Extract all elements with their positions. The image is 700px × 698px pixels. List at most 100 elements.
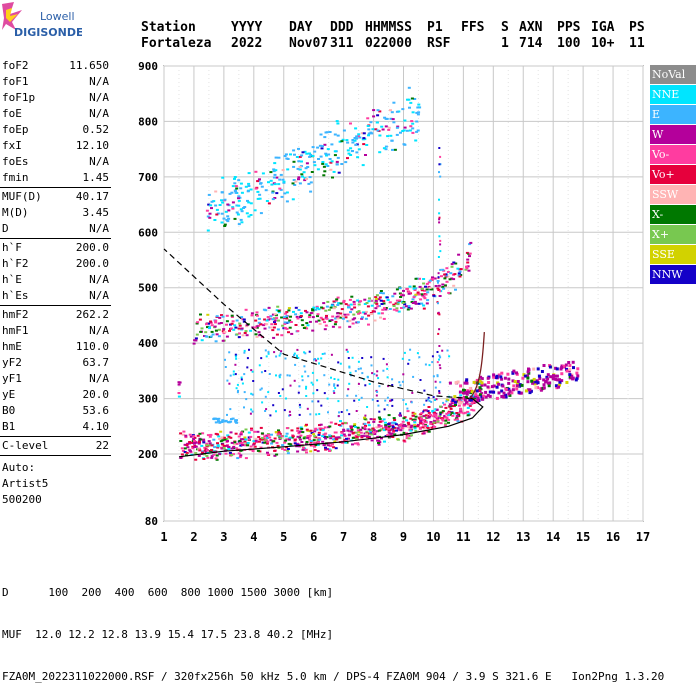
echo-point: [234, 420, 238, 423]
echo-point: [462, 404, 466, 407]
echo-point: [234, 190, 237, 193]
echo-point: [463, 381, 467, 385]
echo-point: [327, 309, 331, 311]
echo-point: [231, 207, 235, 210]
echo-point: [379, 299, 383, 302]
echo-point: [454, 400, 457, 404]
echo-point: [565, 367, 568, 371]
echo-point: [370, 433, 374, 436]
echo-point: [391, 148, 394, 151]
echo-point: [362, 137, 366, 140]
echo-point: [230, 447, 234, 450]
param-value: 110.0: [75, 340, 109, 353]
echo-point: [291, 182, 295, 185]
echo-point: [243, 444, 247, 447]
echo-point: [179, 457, 183, 459]
echo-point: [351, 322, 355, 325]
echo-point: [318, 322, 322, 325]
echo-point: [317, 400, 320, 403]
echo-point: [205, 323, 208, 326]
echo-point: [313, 430, 317, 433]
echo-point: [337, 436, 341, 439]
echo-point: [377, 425, 381, 428]
echo-point: [425, 288, 429, 291]
echo-point: [374, 128, 378, 131]
echo-point: [403, 119, 407, 122]
header-value: 1: [501, 36, 509, 51]
echo-point: [504, 387, 508, 391]
echo-point: [392, 429, 396, 432]
echo-point: [538, 376, 542, 380]
echo-point: [229, 431, 233, 434]
echo-point: [267, 306, 271, 309]
echo-point: [401, 357, 404, 360]
param-separator: [0, 436, 111, 437]
echo-point: [384, 145, 388, 148]
echo-point: [406, 425, 410, 428]
echo-point: [484, 390, 488, 394]
echo-point: [283, 155, 287, 157]
echo-point: [432, 396, 435, 399]
echo-point: [288, 436, 292, 439]
echo-point: [484, 395, 488, 399]
param-value: 12.10: [75, 139, 109, 152]
echo-point: [259, 446, 263, 449]
echo-point: [240, 221, 244, 224]
echo-point: [275, 374, 277, 377]
echo-point: [324, 309, 328, 312]
echo-point: [236, 391, 239, 394]
echo-point: [206, 449, 209, 452]
echo-point: [288, 326, 292, 329]
echo-point: [247, 438, 251, 441]
echo-point: [336, 384, 339, 387]
echo-point: [356, 135, 360, 138]
echo-point: [371, 310, 375, 313]
echo-point: [247, 201, 251, 204]
echo-point: [441, 417, 445, 420]
param-row: C-level 22: [0, 438, 111, 454]
echo-point: [486, 376, 490, 380]
echo-point: [214, 190, 218, 193]
echo-point: [441, 286, 445, 288]
echo-point: [271, 318, 275, 321]
echo-point: [486, 385, 490, 389]
echo-point: [303, 351, 306, 354]
echo-point: [388, 301, 392, 304]
echo-point: [230, 322, 234, 325]
echo-point: [270, 433, 273, 436]
echo-point: [276, 328, 280, 331]
echo-point: [275, 317, 279, 320]
echo-point: [319, 316, 323, 319]
echo-point: [298, 165, 302, 168]
echo-point: [285, 191, 289, 194]
echo-point: [372, 420, 376, 423]
echo-point: [319, 133, 323, 136]
echo-point: [370, 304, 374, 307]
echo-point: [391, 118, 395, 121]
echo-point: [235, 419, 238, 422]
echo-point: [335, 120, 339, 123]
echo-point: [363, 417, 367, 420]
echo-point: [419, 421, 423, 424]
echo-point: [234, 355, 237, 358]
echo-point: [303, 449, 307, 452]
echo-point: [472, 409, 476, 412]
echo-point: [348, 382, 351, 385]
echo-point: [269, 315, 273, 318]
echo-point: [302, 171, 306, 174]
echo-point: [423, 289, 427, 292]
echo-point: [381, 308, 385, 311]
echo-point: [402, 417, 406, 420]
echo-point: [397, 310, 401, 313]
echo-point: [339, 420, 342, 423]
echo-point: [410, 97, 414, 100]
echo-point: [278, 432, 282, 435]
echo-point: [330, 376, 332, 379]
echo-point: [323, 136, 327, 139]
echo-point: [300, 319, 304, 322]
echo-point: [309, 190, 313, 193]
echo-point: [400, 427, 404, 430]
echo-point: [273, 351, 276, 354]
echo-point: [319, 155, 323, 158]
echo-point: [260, 185, 264, 188]
